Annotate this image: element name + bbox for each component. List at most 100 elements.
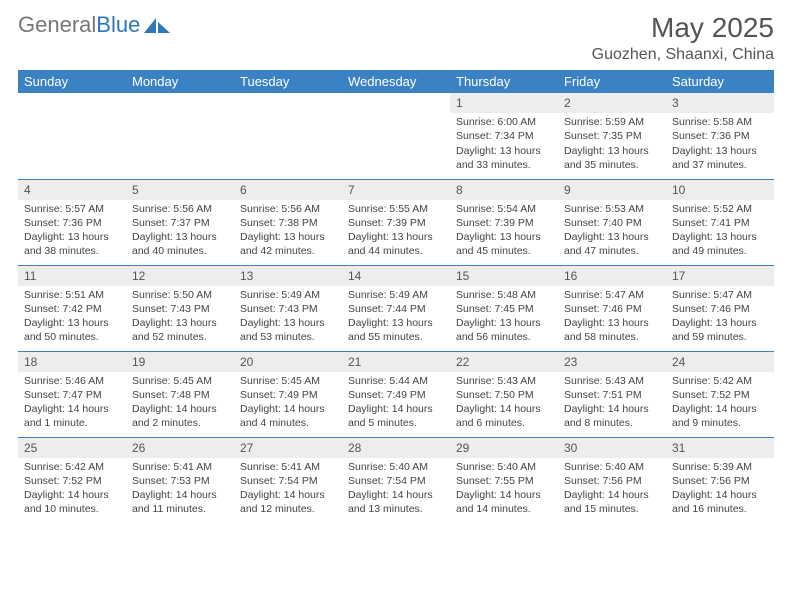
sunrise-text: Sunrise: 5:57 AM	[24, 202, 120, 216]
day-number: 24	[666, 352, 774, 372]
calendar-cell: 8Sunrise: 5:54 AMSunset: 7:39 PMDaylight…	[450, 179, 558, 265]
logo-sail-icon	[144, 16, 170, 34]
calendar-cell	[342, 93, 450, 179]
day-body: Sunrise: 5:42 AMSunset: 7:52 PMDaylight:…	[666, 372, 774, 435]
day-body: Sunrise: 5:49 AMSunset: 7:44 PMDaylight:…	[342, 286, 450, 349]
day-body: Sunrise: 5:40 AMSunset: 7:55 PMDaylight:…	[450, 458, 558, 521]
calendar-cell: 13Sunrise: 5:49 AMSunset: 7:43 PMDayligh…	[234, 265, 342, 351]
sunset-text: Sunset: 7:39 PM	[348, 216, 444, 230]
sunset-text: Sunset: 7:42 PM	[24, 302, 120, 316]
calendar-cell: 22Sunrise: 5:43 AMSunset: 7:50 PMDayligh…	[450, 351, 558, 437]
daylight-text: Daylight: 13 hours and 49 minutes.	[672, 230, 768, 258]
sunset-text: Sunset: 7:47 PM	[24, 388, 120, 402]
day-number: 11	[18, 266, 126, 286]
daylight-text: Daylight: 13 hours and 58 minutes.	[564, 316, 660, 344]
sunrise-text: Sunrise: 5:45 AM	[132, 374, 228, 388]
calendar-cell: 11Sunrise: 5:51 AMSunset: 7:42 PMDayligh…	[18, 265, 126, 351]
day-number: 13	[234, 266, 342, 286]
day-number: 25	[18, 438, 126, 458]
sunrise-text: Sunrise: 5:47 AM	[672, 288, 768, 302]
day-number: 4	[18, 180, 126, 200]
day-body: Sunrise: 5:56 AMSunset: 7:38 PMDaylight:…	[234, 200, 342, 263]
daylight-text: Daylight: 14 hours and 10 minutes.	[24, 488, 120, 516]
day-number: 23	[558, 352, 666, 372]
day-number: 21	[342, 352, 450, 372]
day-body: Sunrise: 5:50 AMSunset: 7:43 PMDaylight:…	[126, 286, 234, 349]
daylight-text: Daylight: 14 hours and 1 minute.	[24, 402, 120, 430]
sunset-text: Sunset: 7:37 PM	[132, 216, 228, 230]
day-body: Sunrise: 5:44 AMSunset: 7:49 PMDaylight:…	[342, 372, 450, 435]
day-number: 9	[558, 180, 666, 200]
daylight-text: Daylight: 13 hours and 45 minutes.	[456, 230, 552, 258]
day-number: 2	[558, 93, 666, 113]
day-body: Sunrise: 5:51 AMSunset: 7:42 PMDaylight:…	[18, 286, 126, 349]
daylight-text: Daylight: 14 hours and 16 minutes.	[672, 488, 768, 516]
calendar-cell: 7Sunrise: 5:55 AMSunset: 7:39 PMDaylight…	[342, 179, 450, 265]
daylight-text: Daylight: 13 hours and 47 minutes.	[564, 230, 660, 258]
sunset-text: Sunset: 7:54 PM	[240, 474, 336, 488]
sunset-text: Sunset: 7:48 PM	[132, 388, 228, 402]
calendar-cell	[18, 93, 126, 179]
calendar-cell	[126, 93, 234, 179]
sunrise-text: Sunrise: 5:44 AM	[348, 374, 444, 388]
daylight-text: Daylight: 14 hours and 15 minutes.	[564, 488, 660, 516]
daylight-text: Daylight: 14 hours and 6 minutes.	[456, 402, 552, 430]
sunrise-text: Sunrise: 5:43 AM	[564, 374, 660, 388]
calendar-cell: 18Sunrise: 5:46 AMSunset: 7:47 PMDayligh…	[18, 351, 126, 437]
day-body: Sunrise: 5:55 AMSunset: 7:39 PMDaylight:…	[342, 200, 450, 263]
day-body: Sunrise: 5:59 AMSunset: 7:35 PMDaylight:…	[558, 113, 666, 176]
sunrise-text: Sunrise: 5:51 AM	[24, 288, 120, 302]
daylight-text: Daylight: 14 hours and 9 minutes.	[672, 402, 768, 430]
calendar-cell: 2Sunrise: 5:59 AMSunset: 7:35 PMDaylight…	[558, 93, 666, 179]
day-header: Tuesday	[234, 70, 342, 93]
daylight-text: Daylight: 13 hours and 52 minutes.	[132, 316, 228, 344]
daylight-text: Daylight: 14 hours and 8 minutes.	[564, 402, 660, 430]
day-number: 6	[234, 180, 342, 200]
calendar-cell: 10Sunrise: 5:52 AMSunset: 7:41 PMDayligh…	[666, 179, 774, 265]
day-number: 7	[342, 180, 450, 200]
sunrise-text: Sunrise: 6:00 AM	[456, 115, 552, 129]
day-number: 1	[450, 93, 558, 113]
month-title: May 2025	[592, 12, 774, 44]
sunset-text: Sunset: 7:56 PM	[564, 474, 660, 488]
sunrise-text: Sunrise: 5:49 AM	[240, 288, 336, 302]
day-header: Thursday	[450, 70, 558, 93]
day-header: Friday	[558, 70, 666, 93]
calendar-row: 25Sunrise: 5:42 AMSunset: 7:52 PMDayligh…	[18, 437, 774, 523]
day-body: Sunrise: 5:43 AMSunset: 7:50 PMDaylight:…	[450, 372, 558, 435]
calendar-cell: 3Sunrise: 5:58 AMSunset: 7:36 PMDaylight…	[666, 93, 774, 179]
calendar-cell: 30Sunrise: 5:40 AMSunset: 7:56 PMDayligh…	[558, 437, 666, 523]
day-body: Sunrise: 5:42 AMSunset: 7:52 PMDaylight:…	[18, 458, 126, 521]
calendar-cell: 28Sunrise: 5:40 AMSunset: 7:54 PMDayligh…	[342, 437, 450, 523]
sunrise-text: Sunrise: 5:52 AM	[672, 202, 768, 216]
day-body: Sunrise: 5:46 AMSunset: 7:47 PMDaylight:…	[18, 372, 126, 435]
sunrise-text: Sunrise: 5:40 AM	[348, 460, 444, 474]
sunrise-text: Sunrise: 5:45 AM	[240, 374, 336, 388]
sunrise-text: Sunrise: 5:50 AM	[132, 288, 228, 302]
daylight-text: Daylight: 13 hours and 33 minutes.	[456, 144, 552, 172]
calendar-cell: 12Sunrise: 5:50 AMSunset: 7:43 PMDayligh…	[126, 265, 234, 351]
calendar-cell: 19Sunrise: 5:45 AMSunset: 7:48 PMDayligh…	[126, 351, 234, 437]
day-number: 31	[666, 438, 774, 458]
sunset-text: Sunset: 7:36 PM	[24, 216, 120, 230]
sunset-text: Sunset: 7:44 PM	[348, 302, 444, 316]
sunset-text: Sunset: 7:39 PM	[456, 216, 552, 230]
calendar-cell: 9 Sunrise: 5:53 AMSunset: 7:40 PMDaylight…	[558, 179, 666, 265]
day-body: Sunrise: 5:57 AMSunset: 7:36 PMDaylight:…	[18, 200, 126, 263]
daylight-text: Daylight: 14 hours and 13 minutes.	[348, 488, 444, 516]
day-number: 8	[450, 180, 558, 200]
calendar-cell: 29Sunrise: 5:40 AMSunset: 7:55 PMDayligh…	[450, 437, 558, 523]
calendar-cell: 21Sunrise: 5:44 AMSunset: 7:49 PMDayligh…	[342, 351, 450, 437]
logo-text: GeneralBlue	[18, 12, 140, 38]
sunset-text: Sunset: 7:50 PM	[456, 388, 552, 402]
sunrise-text: Sunrise: 5:55 AM	[348, 202, 444, 216]
sunset-text: Sunset: 7:53 PM	[132, 474, 228, 488]
daylight-text: Daylight: 14 hours and 11 minutes.	[132, 488, 228, 516]
daylight-text: Daylight: 14 hours and 14 minutes.	[456, 488, 552, 516]
day-body: Sunrise: 5:45 AMSunset: 7:48 PMDaylight:…	[126, 372, 234, 435]
sunset-text: Sunset: 7:40 PM	[564, 216, 660, 230]
calendar-cell: 14Sunrise: 5:49 AMSunset: 7:44 PMDayligh…	[342, 265, 450, 351]
calendar-row: 11Sunrise: 5:51 AMSunset: 7:42 PMDayligh…	[18, 265, 774, 351]
day-body: Sunrise: 6:00 AMSunset: 7:34 PMDaylight:…	[450, 113, 558, 176]
sunrise-text: Sunrise: 5:53 AM	[564, 202, 660, 216]
